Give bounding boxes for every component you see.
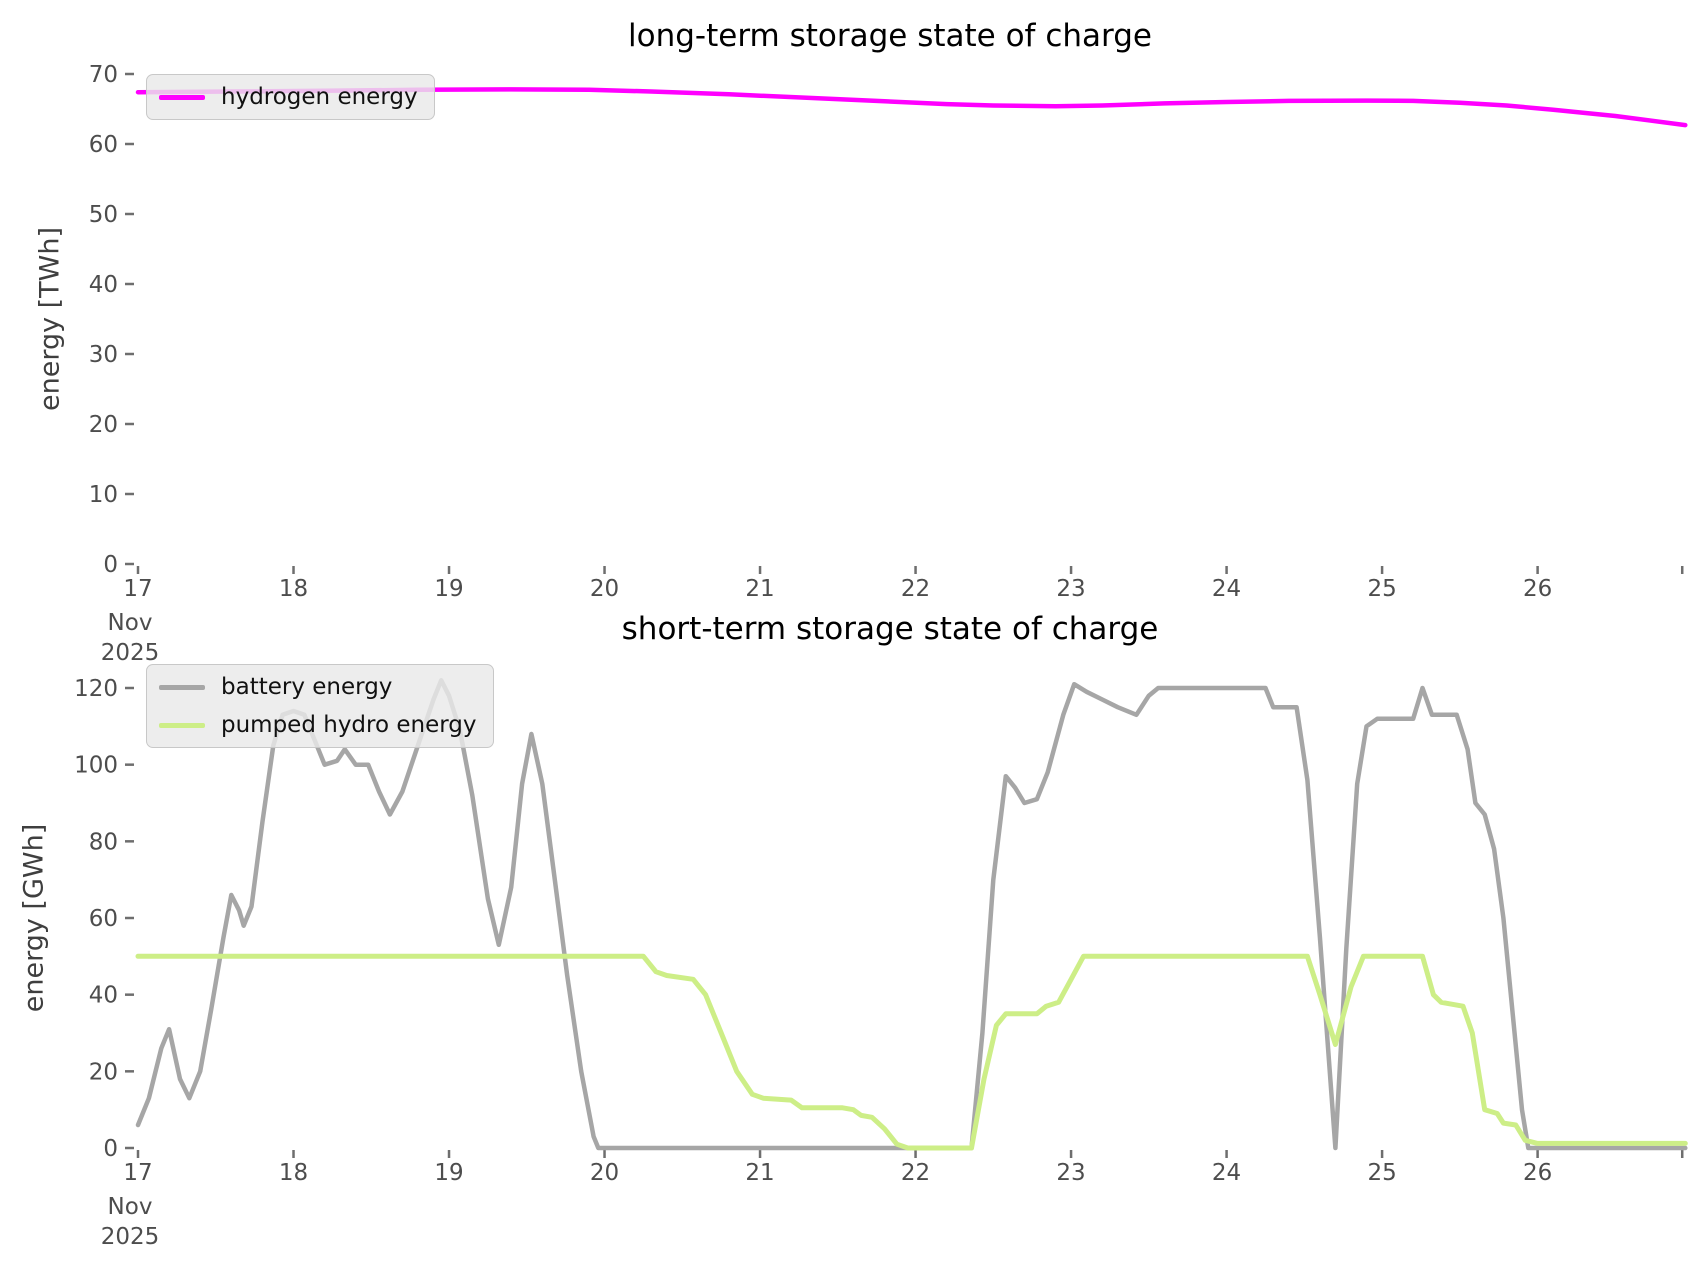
x-tick-label: 24 <box>1212 1160 1241 1186</box>
legend-label-pumped-hydro: pumped hydro energy <box>221 712 477 738</box>
legend-item-hydrogen: hydrogen energy <box>159 84 418 110</box>
x-tick-label: 23 <box>1056 1160 1085 1186</box>
x-tick-label: 24 <box>1212 576 1241 602</box>
y-tick-label: 30 <box>89 342 118 368</box>
y-tick-label: 60 <box>89 132 118 158</box>
x-tick-label: 25 <box>1367 1160 1396 1186</box>
y-tick-label: 0 <box>103 1136 118 1162</box>
y-tick-label: 20 <box>89 412 118 438</box>
y-tick-label: 40 <box>89 983 118 1009</box>
battery-energy-line <box>135 678 1688 1151</box>
x-axis-month-label: Nov <box>108 610 153 636</box>
legend-long-term: hydrogen energy <box>146 74 435 120</box>
x-tick-label: 26 <box>1523 1160 1552 1186</box>
legend-label-hydrogen: hydrogen energy <box>221 84 418 110</box>
y-tick-label: 70 <box>89 62 118 88</box>
x-tick-label: 23 <box>1056 576 1085 602</box>
y-tick-label: 20 <box>89 1059 118 1085</box>
chart-title-short-term: short-term storage state of charge <box>621 611 1159 647</box>
x-tick-label: 22 <box>901 576 930 602</box>
x-tick-label: 21 <box>745 1160 774 1186</box>
x-tick-label: 18 <box>279 576 308 602</box>
y-axis-label-twh: energy [TWh] <box>34 226 66 412</box>
x-axis-year-label: 2025 <box>101 1224 160 1250</box>
x-tick-label: 26 <box>1523 576 1552 602</box>
x-tick-label: 19 <box>434 1160 463 1186</box>
legend-label-battery: battery energy <box>221 674 393 700</box>
x-tick-label: 18 <box>279 1160 308 1186</box>
y-tick-label: 50 <box>89 202 118 228</box>
legend-item-battery: battery energy <box>159 674 477 700</box>
x-tick-label: 19 <box>434 576 463 602</box>
x-axis-month-label: Nov <box>108 1194 153 1220</box>
y-axis-label-gwh: energy [GWh] <box>18 823 50 1013</box>
x-tick-label: 20 <box>590 576 619 602</box>
x-tick-label: 20 <box>590 1160 619 1186</box>
x-tick-label: 21 <box>745 576 774 602</box>
y-tick-label: 40 <box>89 272 118 298</box>
hydrogen-energy-line <box>135 87 1688 128</box>
hydrogen-legend-swatch-icon <box>159 94 205 100</box>
y-tick-label: 100 <box>74 753 118 779</box>
pumped-hydro-energy-line <box>135 953 1688 1151</box>
battery-legend-swatch-icon <box>159 684 205 690</box>
y-tick-label: 120 <box>74 676 118 702</box>
y-tick-label: 60 <box>89 906 118 932</box>
x-axis-year-label: 2025 <box>101 640 160 666</box>
x-tick-label: 25 <box>1367 576 1396 602</box>
y-tick-label: 0 <box>103 552 118 578</box>
y-tick-label: 80 <box>89 829 118 855</box>
y-tick-label: 10 <box>89 482 118 508</box>
chart-title-long-term: long-term storage state of charge <box>628 18 1152 54</box>
legend-item-pumped-hydro: pumped hydro energy <box>159 712 477 738</box>
x-tick-label: 17 <box>123 1160 152 1186</box>
x-tick-label: 22 <box>901 1160 930 1186</box>
pumped-hydro-legend-swatch-icon <box>159 722 205 728</box>
x-tick-label: 17 <box>123 576 152 602</box>
legend-short-term: battery energy pumped hydro energy <box>146 664 494 748</box>
